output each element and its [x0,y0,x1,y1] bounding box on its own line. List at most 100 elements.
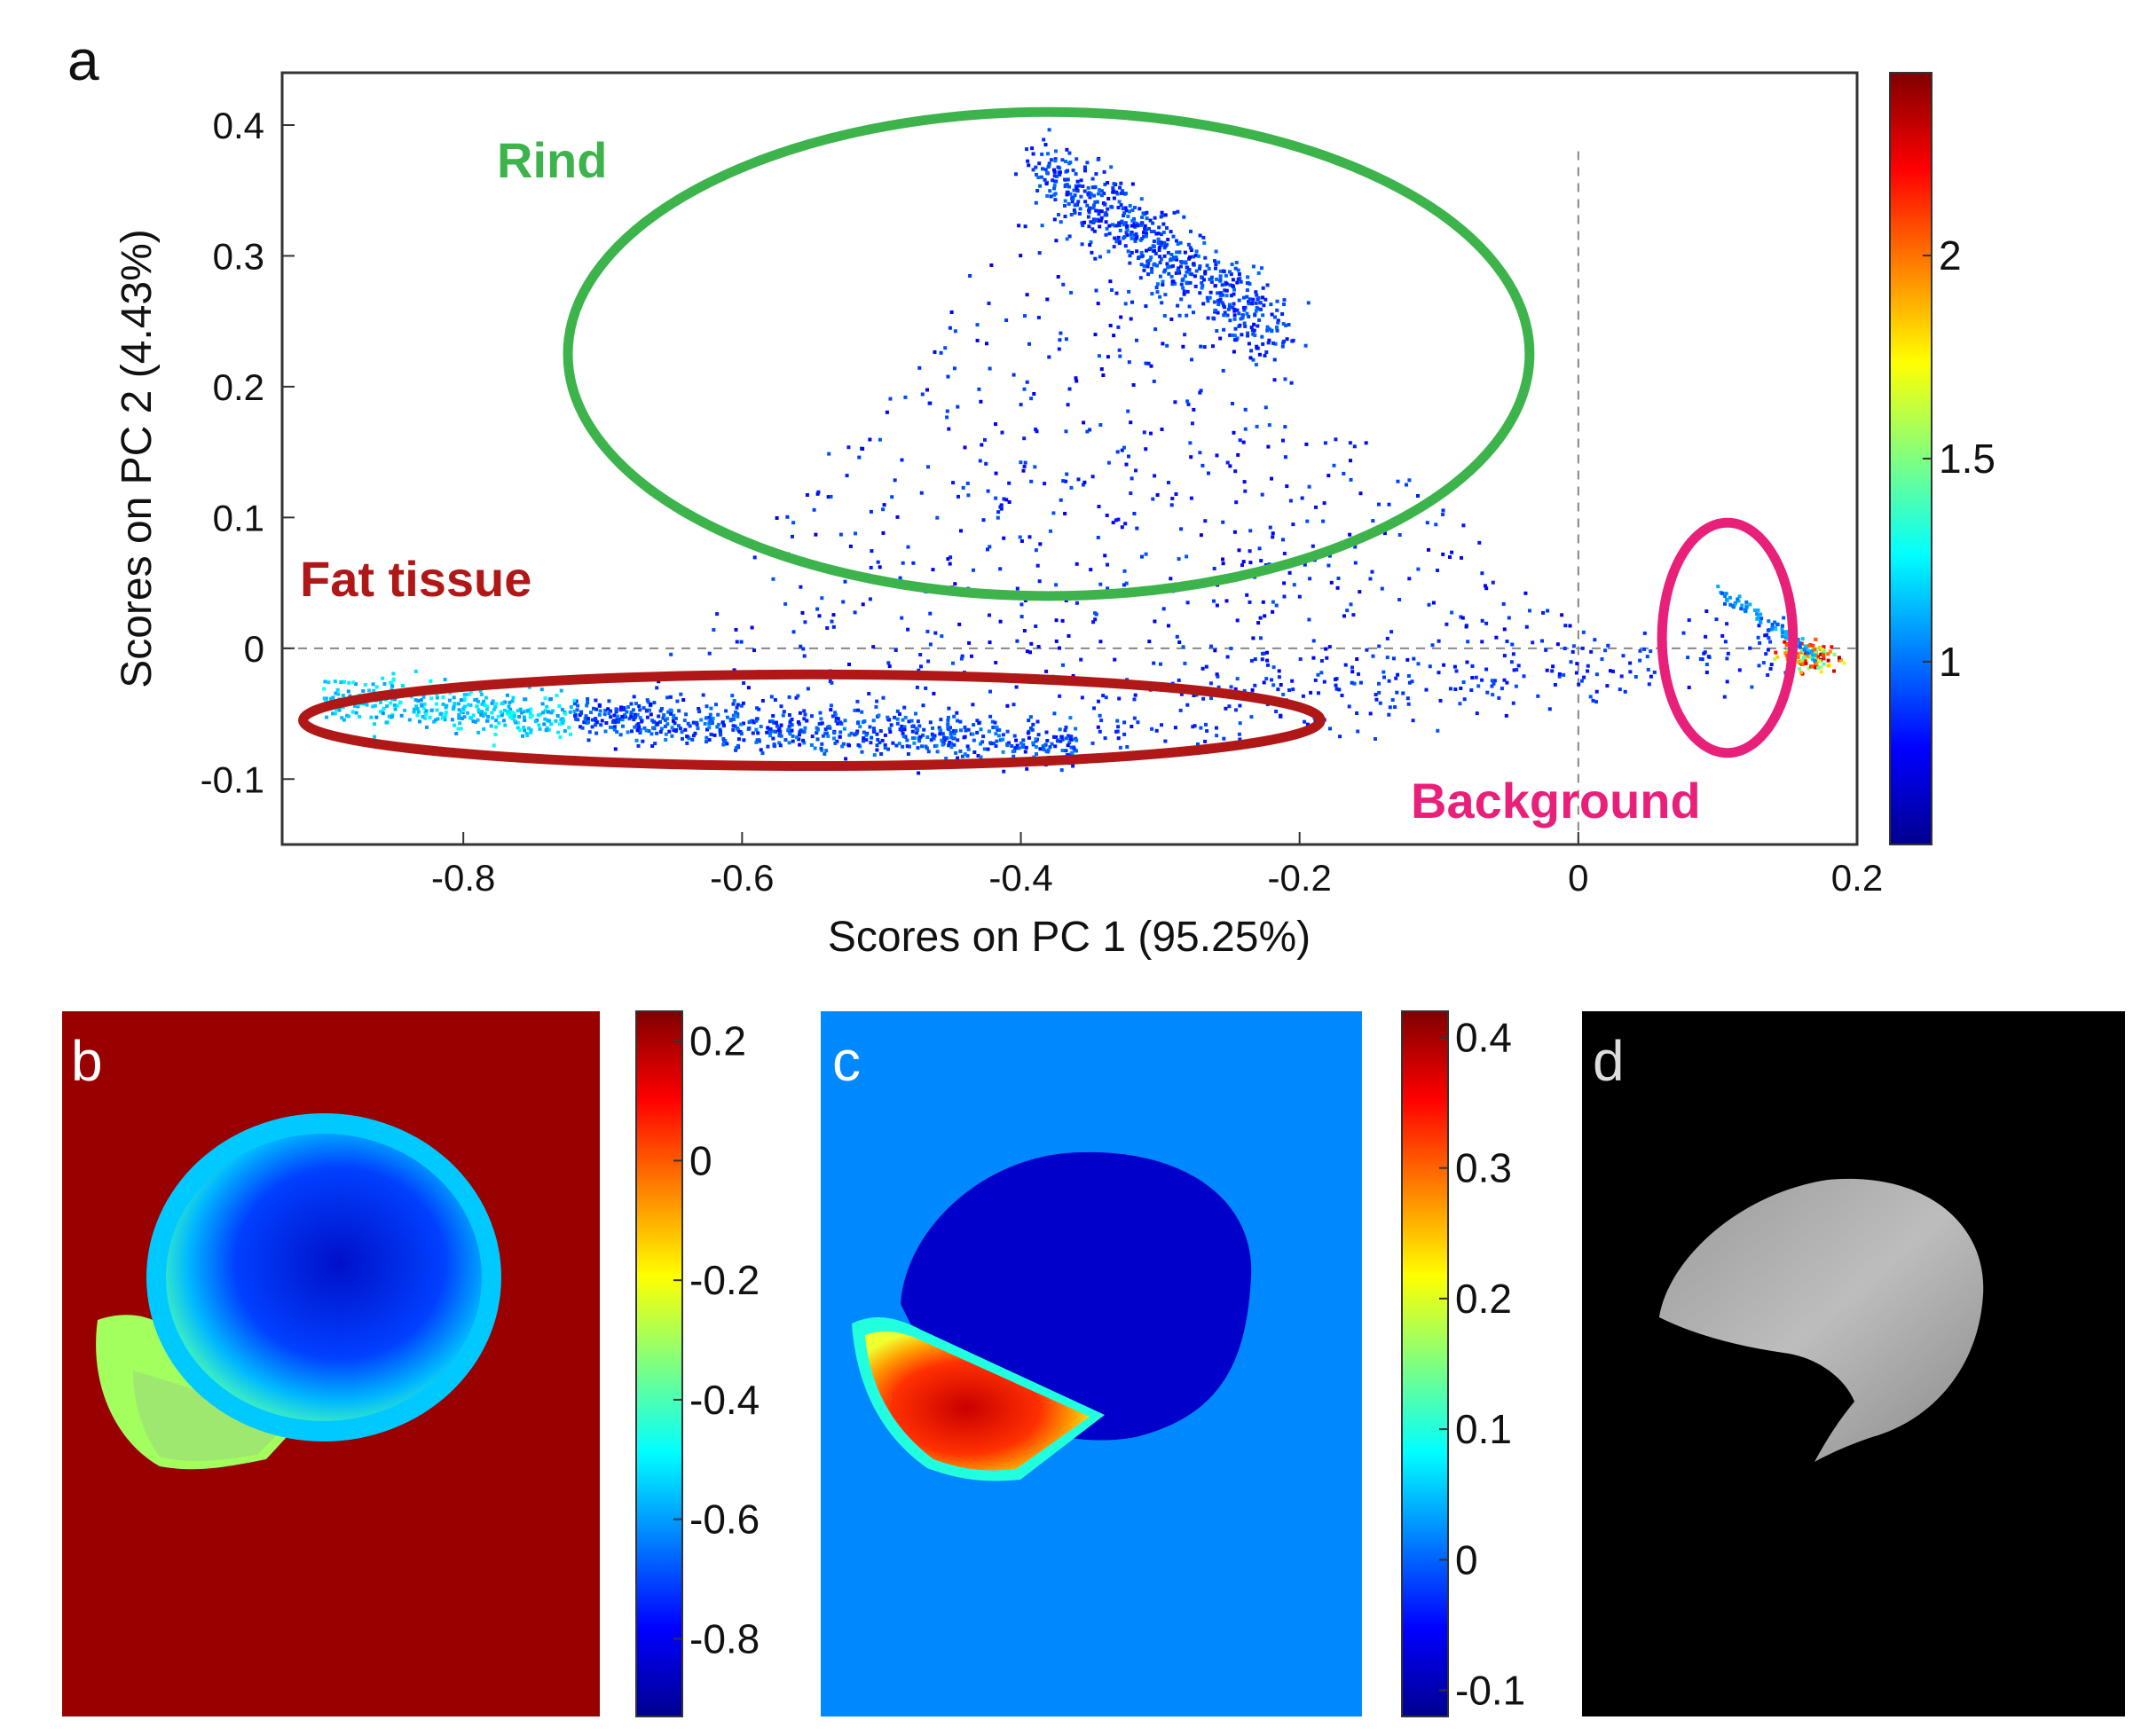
scatter-point [1117,696,1122,701]
scatter-point [914,711,917,716]
scatter-point [1342,471,1346,475]
scatter-point [1007,500,1012,504]
scatter-point [1203,519,1208,523]
scatter-point [773,744,777,749]
scatter-point [1390,698,1395,702]
scatter-point [1122,214,1126,217]
scatter-point [1270,476,1273,481]
panel-d-letter: d [1593,1029,1625,1093]
scatter-point [1300,496,1304,500]
scatter-point [826,495,830,499]
scatter-point [510,711,515,715]
scatter-point [585,703,589,708]
scatter-point [838,730,843,734]
scatter-point [597,703,602,707]
scatter-point [1097,219,1101,223]
scatter-point [720,720,725,725]
scatter-point [636,743,641,748]
scatter-point [677,724,681,728]
scatter-point [513,719,517,723]
scatter-point [367,688,371,693]
scatter-point [1801,660,1806,664]
scatter-point [1416,494,1420,498]
scatter-point [952,736,956,741]
scatter-point [1759,612,1763,617]
scatter-point [1042,748,1046,751]
scatter-point [835,739,839,743]
scatter-point [1279,683,1283,687]
scatter-point [1353,561,1358,565]
scatter-point [1283,425,1287,429]
scatter-point [1441,508,1445,513]
scatter-point [1159,232,1163,237]
scatter-point [802,654,807,658]
scatter-point [1128,261,1132,265]
scatter-point [454,732,459,735]
scatter-point [379,700,382,704]
scatter-point [725,715,729,719]
scatter-point [905,744,909,749]
scatter-point [1026,159,1030,163]
scatter-point [854,731,859,735]
scatter-point [747,726,752,730]
scatter-point [1091,620,1096,624]
scatter-point [1181,645,1185,649]
scatter-point [1158,274,1162,279]
scatter-point [988,545,992,549]
scatter-point [1069,745,1074,750]
scatter-point [1242,688,1247,693]
scatter-point [1005,743,1010,748]
scatter-point [1133,693,1137,697]
scatter-point [1784,654,1789,658]
scatter-point [1092,229,1097,233]
scatter-point [933,350,937,354]
scatter-point [794,695,799,700]
scatter-point [843,579,847,584]
scatter-point [1050,742,1054,746]
scatter-point [902,727,907,732]
scatter-point [1347,704,1351,709]
scatter-point [1079,657,1083,662]
scatter-point [398,701,402,705]
scatter-point [1619,674,1624,679]
scatter-point [810,734,815,739]
scatter-point [683,727,688,732]
colorbar-b-ticks: 0.20-0.2-0.4-0.6-0.8 [673,1018,760,1661]
scatter-point [466,711,469,715]
scatter-point [1758,640,1762,645]
scatter-point [390,684,395,688]
scatter-point [1505,640,1509,643]
scatter-point [1298,657,1303,661]
scatter-point [998,619,1003,624]
scatter-point [1134,468,1137,473]
scatter-point [1088,206,1092,210]
scatter-point [1188,280,1193,285]
scatter-point [1171,234,1176,239]
scatter-point [797,733,801,737]
scatter-point [953,329,957,334]
scatter-point [356,703,360,707]
scatter-point [864,738,869,742]
scatter-point [1117,200,1122,204]
scatter-point [1183,661,1187,665]
scatter-point [1174,255,1178,259]
scatter-point [1728,595,1732,600]
scatter-point [930,732,934,736]
scatter-point [838,532,843,537]
scatter-point [494,719,499,723]
scatter-point [579,711,583,715]
scatter-point [1043,177,1047,182]
scatter-point [1826,658,1830,663]
scatter-point [1101,373,1106,377]
scatter-point [1687,618,1691,623]
scatter-point [772,720,776,725]
scatter-point [1287,570,1292,575]
scatter-point [374,685,379,689]
scatter-point [1427,602,1431,607]
scatter-point [1458,702,1462,706]
scatter-point [1177,250,1182,255]
scatter-point [1437,671,1441,675]
scatter-point [1224,706,1228,711]
scatter-point [707,726,712,730]
scatter-point [1142,231,1145,235]
